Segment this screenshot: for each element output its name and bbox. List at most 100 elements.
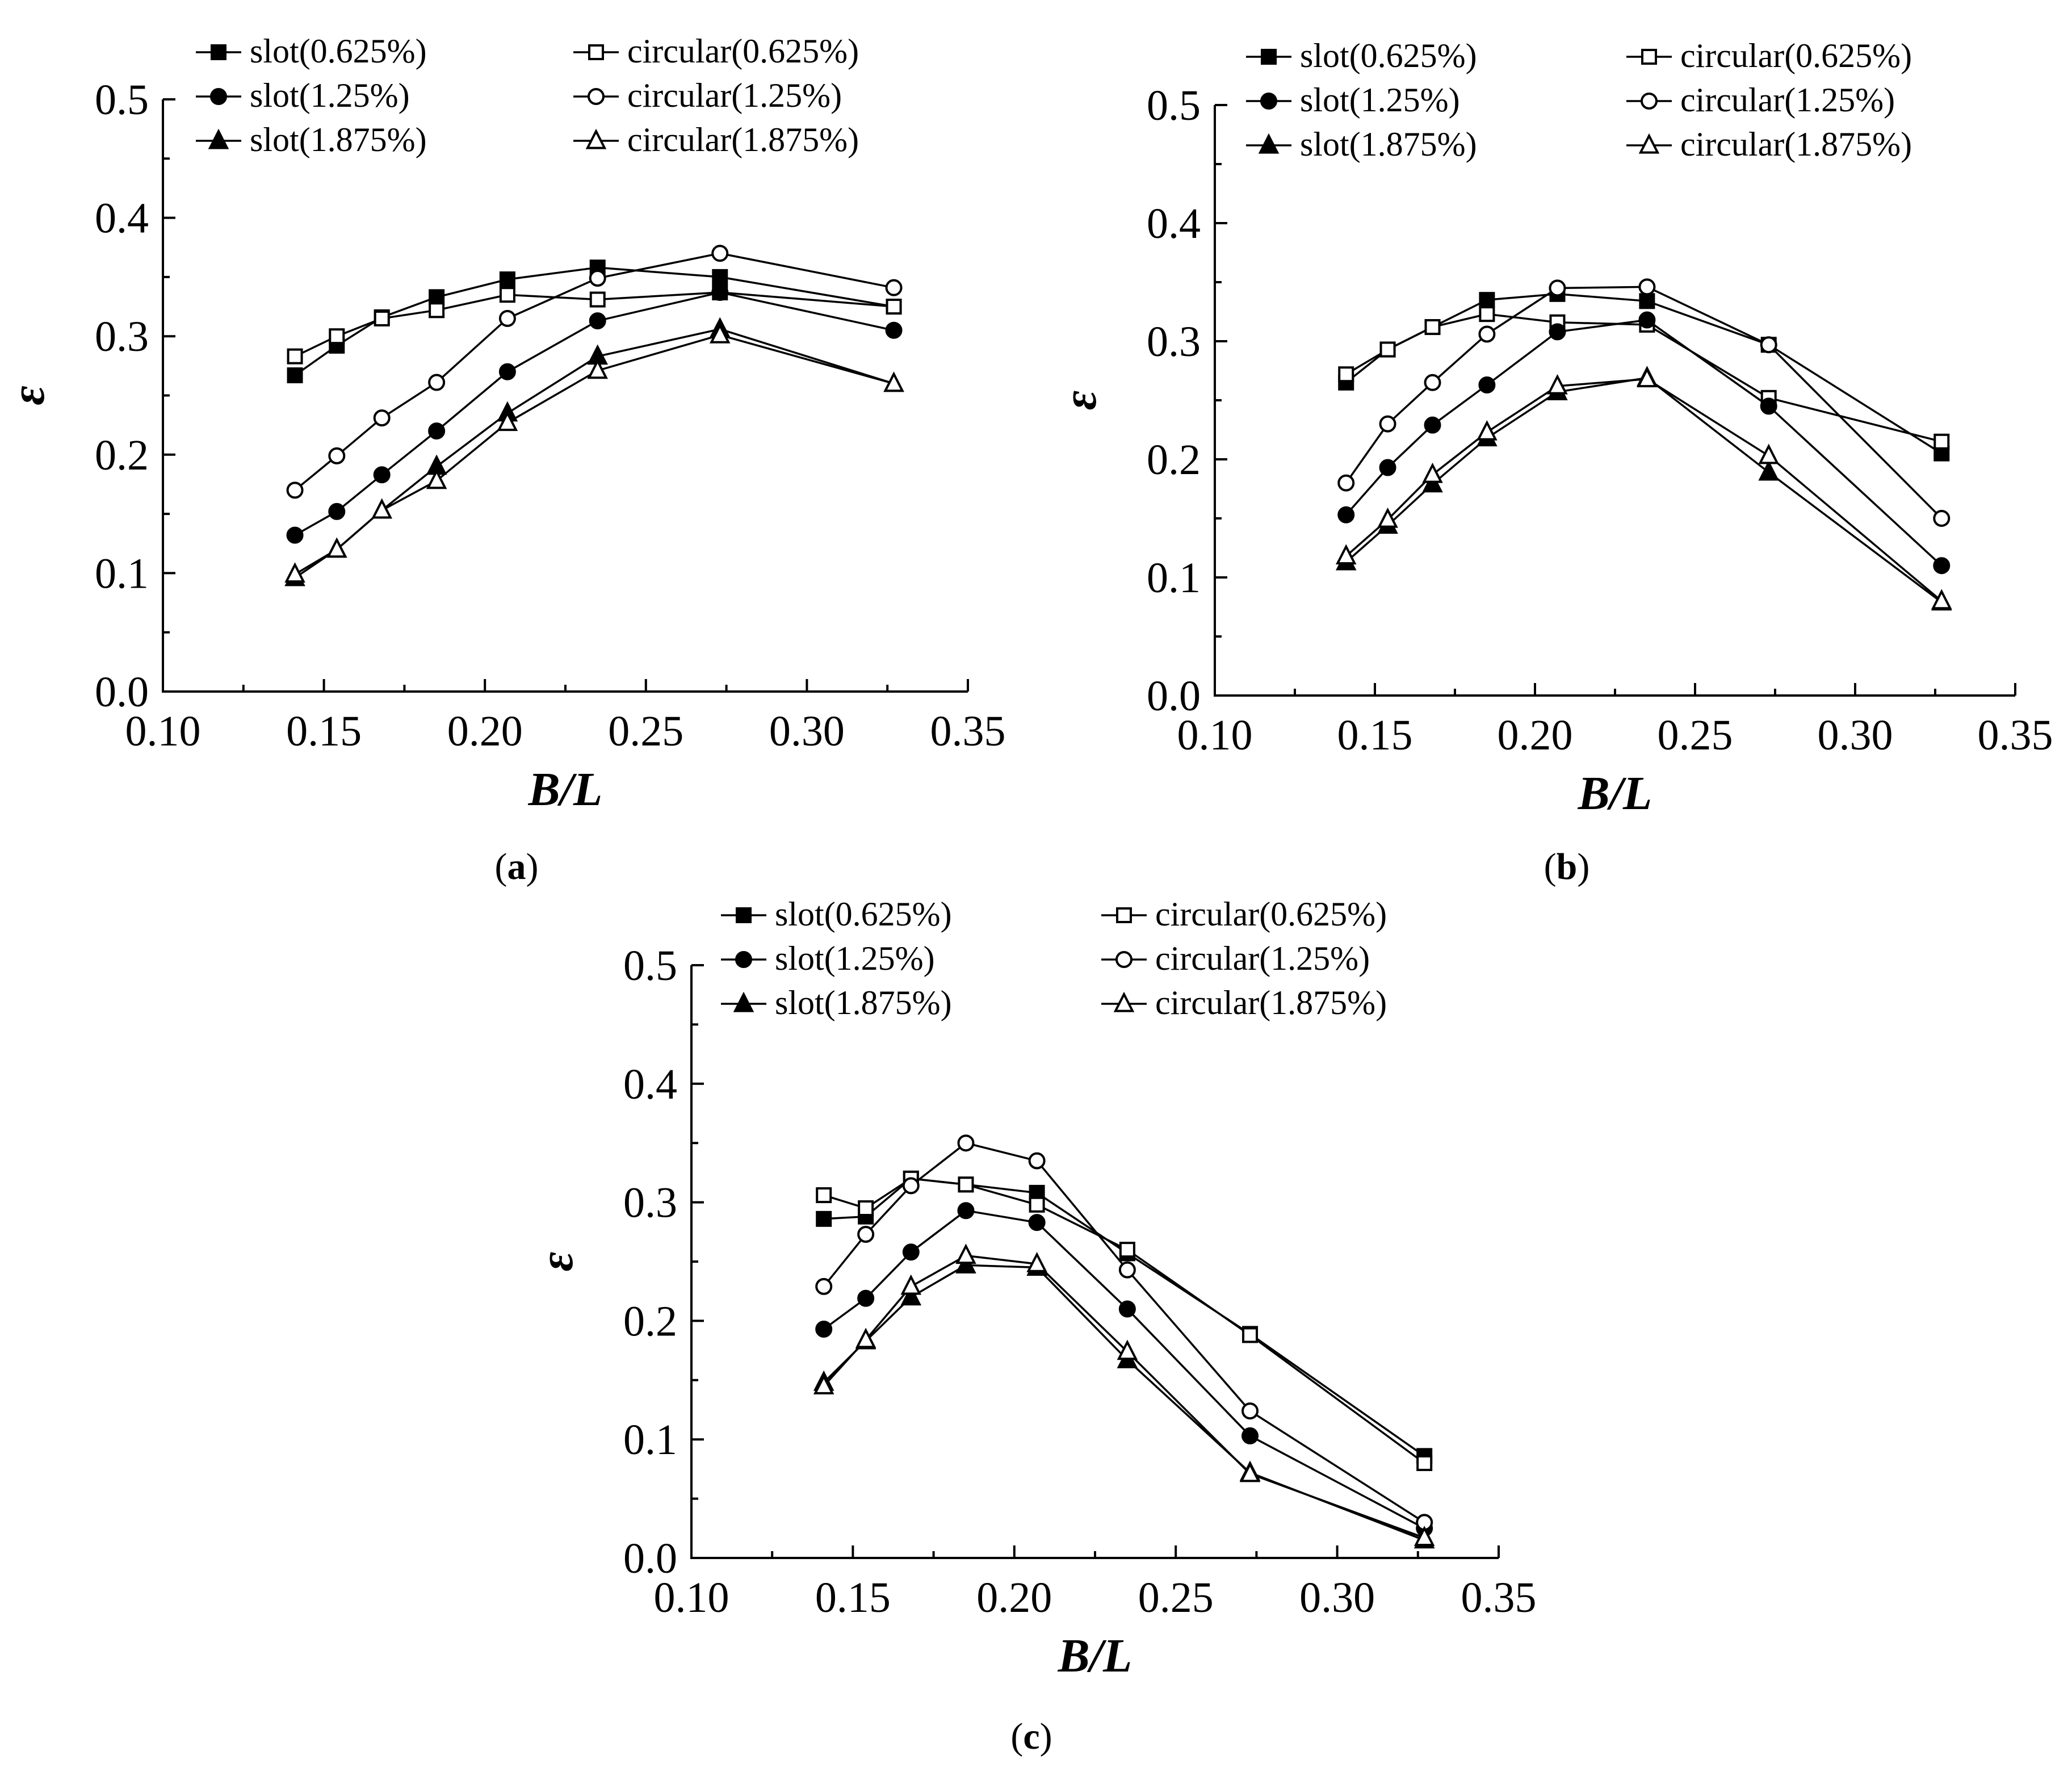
data-point (286, 481, 304, 499)
data-point (286, 526, 304, 544)
x-tick-label: 0.15 (1337, 711, 1413, 759)
legend-label: circular(1.875%) (1155, 984, 1387, 1021)
legend-marker (1115, 951, 1133, 968)
legend-entry: circular(1.25%) (573, 77, 842, 114)
y-axis-label: ε (530, 1252, 583, 1271)
y-tick-label: 0.3 (95, 313, 149, 361)
data-point (1422, 462, 1443, 483)
data-point (955, 1253, 976, 1274)
panel-label: (b) (1544, 846, 1590, 887)
data-point (1029, 1196, 1045, 1213)
legend-label: circular(1.875%) (627, 121, 859, 158)
data-point (1933, 433, 1950, 450)
data-point (858, 1200, 874, 1217)
axes (1214, 105, 2015, 697)
data-point (1028, 1152, 1046, 1170)
data-point (957, 1134, 975, 1152)
data-point (1118, 1261, 1136, 1279)
data-point (1638, 278, 1656, 296)
y-tick-label: 0.4 (95, 195, 149, 242)
legend-entry: slot(1.875%) (721, 984, 952, 1021)
data-point (815, 1277, 833, 1295)
legend-marker (210, 88, 227, 105)
data-point (1479, 306, 1495, 322)
legend-label: slot(1.25%) (775, 940, 935, 977)
data-point (1760, 336, 1777, 354)
data-point (1478, 376, 1496, 393)
data-point (589, 291, 606, 308)
series-line (1345, 376, 1943, 604)
data-point (1337, 474, 1355, 492)
data-point (426, 468, 447, 489)
data-point (1758, 460, 1779, 481)
x-tick-label: 0.10 (654, 1574, 729, 1622)
data-point (857, 1225, 875, 1243)
y-tick-label: 0.0 (623, 1535, 677, 1582)
y-axis-label: ε (1054, 391, 1106, 410)
x-tick-label: 0.20 (976, 1574, 1052, 1622)
legend-entry: circular(0.625%) (1101, 895, 1387, 933)
data-point (813, 1374, 834, 1394)
series-circular(1.875%) (284, 322, 904, 583)
data-point (287, 348, 303, 365)
data-point (371, 498, 392, 519)
x-axis-label: B/L (1058, 1629, 1133, 1682)
series-line (823, 1142, 1425, 1523)
data-point (857, 1289, 875, 1307)
data-point (1549, 323, 1566, 341)
panel-label: (c) (1010, 1716, 1052, 1757)
y-axis-label: ε (2, 386, 54, 405)
data-point (429, 289, 445, 305)
axes (162, 99, 968, 693)
legend-entry: circular(1.25%) (1101, 940, 1370, 977)
legend-marker (1641, 93, 1658, 110)
data-point (1478, 325, 1496, 343)
data-point (1239, 1461, 1261, 1482)
series-line (294, 334, 894, 576)
panel-letter: a (507, 846, 526, 887)
x-tick-label: 0.35 (930, 707, 1006, 755)
data-point (816, 1210, 832, 1227)
legend-marker (208, 128, 229, 149)
legend-marker (588, 44, 604, 60)
data-point (1933, 557, 1951, 575)
series-circular(1.875%) (813, 1243, 1435, 1547)
data-point (1335, 544, 1357, 565)
legend-entry: slot(1.25%) (721, 940, 935, 977)
legend-entry: circular(1.875%) (1626, 125, 1912, 163)
legend-label: slot(0.625%) (775, 895, 952, 933)
legend-label: circular(1.25%) (1155, 940, 1370, 977)
y-tick-label: 0.3 (1147, 318, 1201, 366)
legend-entry: slot(1.875%) (196, 121, 427, 158)
x-tick-label: 0.30 (1818, 711, 1893, 759)
panel-b: 0.10 0.15 0.20 0.25 0.30 0.35 0.0 0.1 0.2 0.3 0.4 0… (1054, 37, 2053, 887)
legend-label: slot(0.625%) (1300, 37, 1477, 74)
x-axis-label: B/L (528, 763, 603, 816)
x-tick-label: 0.10 (125, 707, 201, 755)
data-point (709, 322, 731, 343)
x-tick-label: 0.25 (608, 707, 683, 755)
data-point (816, 1187, 832, 1204)
series-circular(0.625%) (816, 1170, 1433, 1471)
data-point (1377, 507, 1398, 528)
y-tick-label: 0.5 (95, 76, 149, 124)
data-point (1547, 374, 1568, 395)
y-tick-label: 0.2 (623, 1297, 677, 1345)
legend-marker (736, 907, 752, 923)
data-point (1119, 1242, 1135, 1258)
data-point (1416, 1455, 1433, 1471)
legend-label: circular(0.625%) (1680, 37, 1912, 74)
x-tick-label: 0.35 (1978, 711, 2053, 759)
data-point (1241, 1427, 1259, 1444)
legend-marker (735, 951, 752, 968)
legend-entry: circular(1.875%) (1101, 984, 1387, 1021)
x-tick-label: 0.25 (1658, 711, 1733, 759)
data-point (1379, 459, 1396, 476)
series-line (823, 1177, 1425, 1464)
legend-marker (1261, 49, 1277, 65)
axes (690, 965, 1499, 1559)
legend-marker (1638, 133, 1660, 154)
data-point (1241, 1402, 1259, 1420)
legend-label: circular(0.625%) (1155, 895, 1387, 933)
